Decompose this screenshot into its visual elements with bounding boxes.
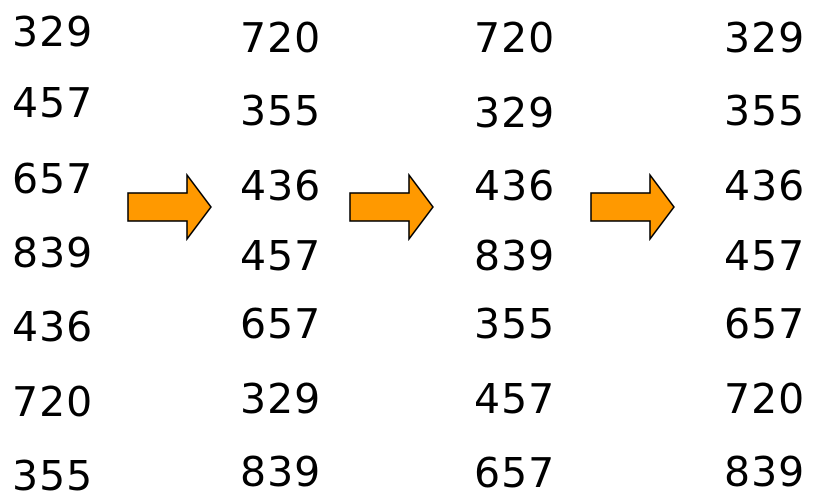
column-input-value: 720 xyxy=(12,378,94,426)
column-pass-2-value: 657 xyxy=(474,449,556,497)
column-input-value: 657 xyxy=(12,155,94,203)
column-pass-2-value: 720 xyxy=(474,14,556,62)
arrow-right-icon xyxy=(590,173,675,241)
column-pass-3-value: 839 xyxy=(724,448,806,496)
column-pass-2-value: 436 xyxy=(474,162,556,210)
column-pass-3-value: 657 xyxy=(724,300,806,348)
column-pass-1-value: 329 xyxy=(240,375,322,423)
column-pass-1-value: 839 xyxy=(240,448,322,496)
column-pass-1-value: 720 xyxy=(240,14,322,62)
column-pass-3-value: 329 xyxy=(724,14,806,62)
column-pass-3-value: 355 xyxy=(724,87,806,135)
arrow-right-icon xyxy=(349,173,434,241)
column-pass-1-value: 436 xyxy=(240,162,322,210)
column-input-value: 436 xyxy=(12,303,94,351)
column-pass-2-value: 355 xyxy=(474,300,556,348)
column-input-value: 839 xyxy=(12,229,94,277)
column-pass-2-value: 457 xyxy=(474,375,556,423)
column-pass-1-value: 355 xyxy=(240,87,322,135)
column-input-value: 329 xyxy=(12,8,94,56)
column-input-value: 457 xyxy=(12,79,94,127)
column-pass-1-value: 657 xyxy=(240,300,322,348)
column-pass-2-value: 329 xyxy=(474,89,556,137)
arrow-right-icon xyxy=(127,173,212,241)
column-pass-3-value: 436 xyxy=(724,162,806,210)
column-input-value: 355 xyxy=(12,452,94,500)
column-pass-3-value: 720 xyxy=(724,375,806,423)
column-pass-2-value: 839 xyxy=(474,232,556,280)
column-pass-1-value: 457 xyxy=(240,232,322,280)
column-pass-3-value: 457 xyxy=(724,232,806,280)
